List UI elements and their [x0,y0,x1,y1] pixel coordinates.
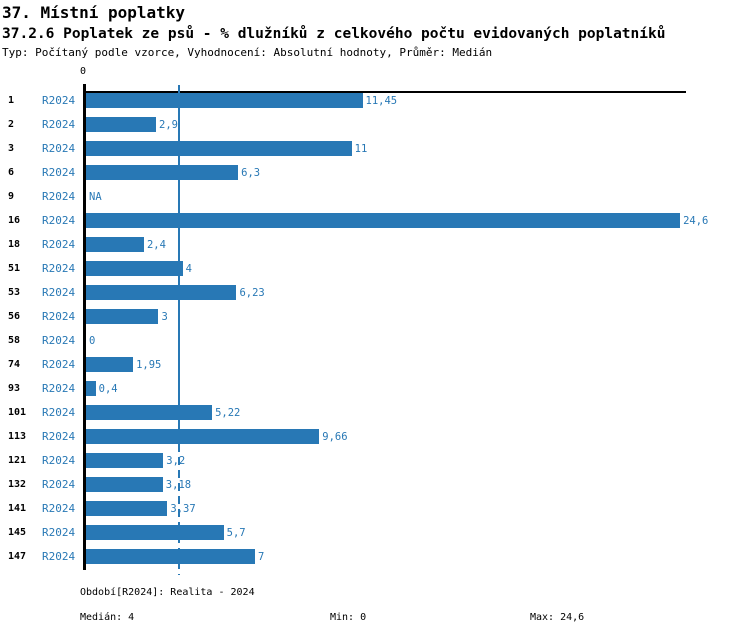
bar [86,117,157,132]
median-line-solid [178,85,180,444]
row-category-label: 121 [8,454,27,466]
y-axis-line [83,84,86,570]
row-category-label: 141 [8,502,27,514]
row-category-label: 147 [8,550,27,562]
row-category-label: 2 [8,118,15,130]
row-category-label: 58 [8,334,21,346]
bar-value-label: 3,2 [166,454,186,467]
page-title: 37. Místní poplatky [2,3,186,22]
row-series-label: R2024 [42,525,76,539]
footer-period: Období[R2024]: Realita - 2024 [80,587,255,598]
bar-value-label: NA [89,190,102,203]
bar [86,165,239,180]
bar-value-label: 0,4 [98,382,118,395]
bar-value-label: 1,95 [136,358,162,371]
bar [86,261,183,276]
bar [86,453,164,468]
bar-value-label: 11,45 [365,94,398,107]
row-series-label: R2024 [42,429,76,443]
row-category-label: 6 [8,166,15,178]
row-category-label: 56 [8,310,21,322]
bar [86,405,213,420]
x-axis-line [83,91,686,93]
bar [86,285,237,300]
row-category-label: 53 [8,286,21,298]
row-series-label: R2024 [42,477,76,491]
chart-title: 37.2.6 Poplatek ze psů - % dlužníků z ce… [2,26,666,42]
bar-value-label: 11 [354,142,368,155]
bar [86,93,363,108]
bar-value-label: 5,22 [215,406,241,419]
bar [86,429,320,444]
footer-min: Min: 0 [330,612,367,623]
row-series-label: R2024 [42,333,76,347]
row-series-label: R2024 [42,453,76,467]
bar [86,357,134,372]
row-category-label: 51 [8,262,21,274]
row-category-label: 93 [8,382,21,394]
row-series-label: R2024 [42,189,76,203]
row-series-label: R2024 [42,285,76,299]
bar [86,237,144,252]
footer-max: Max: 24,6 [530,612,585,623]
bar-value-label: 3 [161,310,168,323]
row-series-label: R2024 [42,357,76,371]
footer-median: Medián: 4 [80,612,135,623]
row-category-label: 132 [8,478,27,490]
row-series-label: R2024 [42,117,76,131]
bar [86,381,96,396]
row-category-label: 16 [8,214,21,226]
bar [86,309,159,324]
bar-value-label: 7 [258,550,265,563]
row-series-label: R2024 [42,261,76,275]
row-category-label: 101 [8,406,27,418]
bar-value-label: 3,37 [170,502,196,515]
row-series-label: R2024 [42,405,76,419]
bar-value-label: 2,4 [146,238,166,251]
row-series-label: R2024 [42,141,76,155]
bar-value-label: 4 [185,262,192,275]
bar [86,525,224,540]
row-category-label: 18 [8,238,21,250]
chart-meta-line: Typ: Počítaný podle vzorce, Vyhodnocení:… [2,46,493,59]
x-axis-tick-label-0: 0 [79,66,87,77]
bar [86,501,168,516]
median-line-dashed [178,444,180,575]
row-category-label: 9 [8,190,15,202]
row-series-label: R2024 [42,93,76,107]
row-category-label: 1 [8,94,15,106]
row-category-label: 145 [8,526,27,538]
bar [86,477,163,492]
bar-value-label: 9,66 [322,430,348,443]
bar-value-label: 0 [89,334,96,347]
row-series-label: R2024 [42,165,76,179]
bar-value-label: 6,23 [239,286,265,299]
row-series-label: R2024 [42,213,76,227]
bar [86,213,681,228]
row-category-label: 74 [8,358,21,370]
bar [86,141,352,156]
row-series-label: R2024 [42,237,76,251]
bar-value-label: 5,7 [226,526,246,539]
row-series-label: R2024 [42,309,76,323]
row-series-label: R2024 [42,381,76,395]
bar-value-label: 2,9 [159,118,178,131]
row-category-label: 113 [8,430,27,442]
bar [86,549,256,564]
row-series-label: R2024 [42,501,76,515]
row-series-label: R2024 [42,549,76,563]
bar-value-label: 6,3 [241,166,261,179]
bar-value-label: 24,6 [683,214,709,227]
row-category-label: 3 [8,142,15,154]
